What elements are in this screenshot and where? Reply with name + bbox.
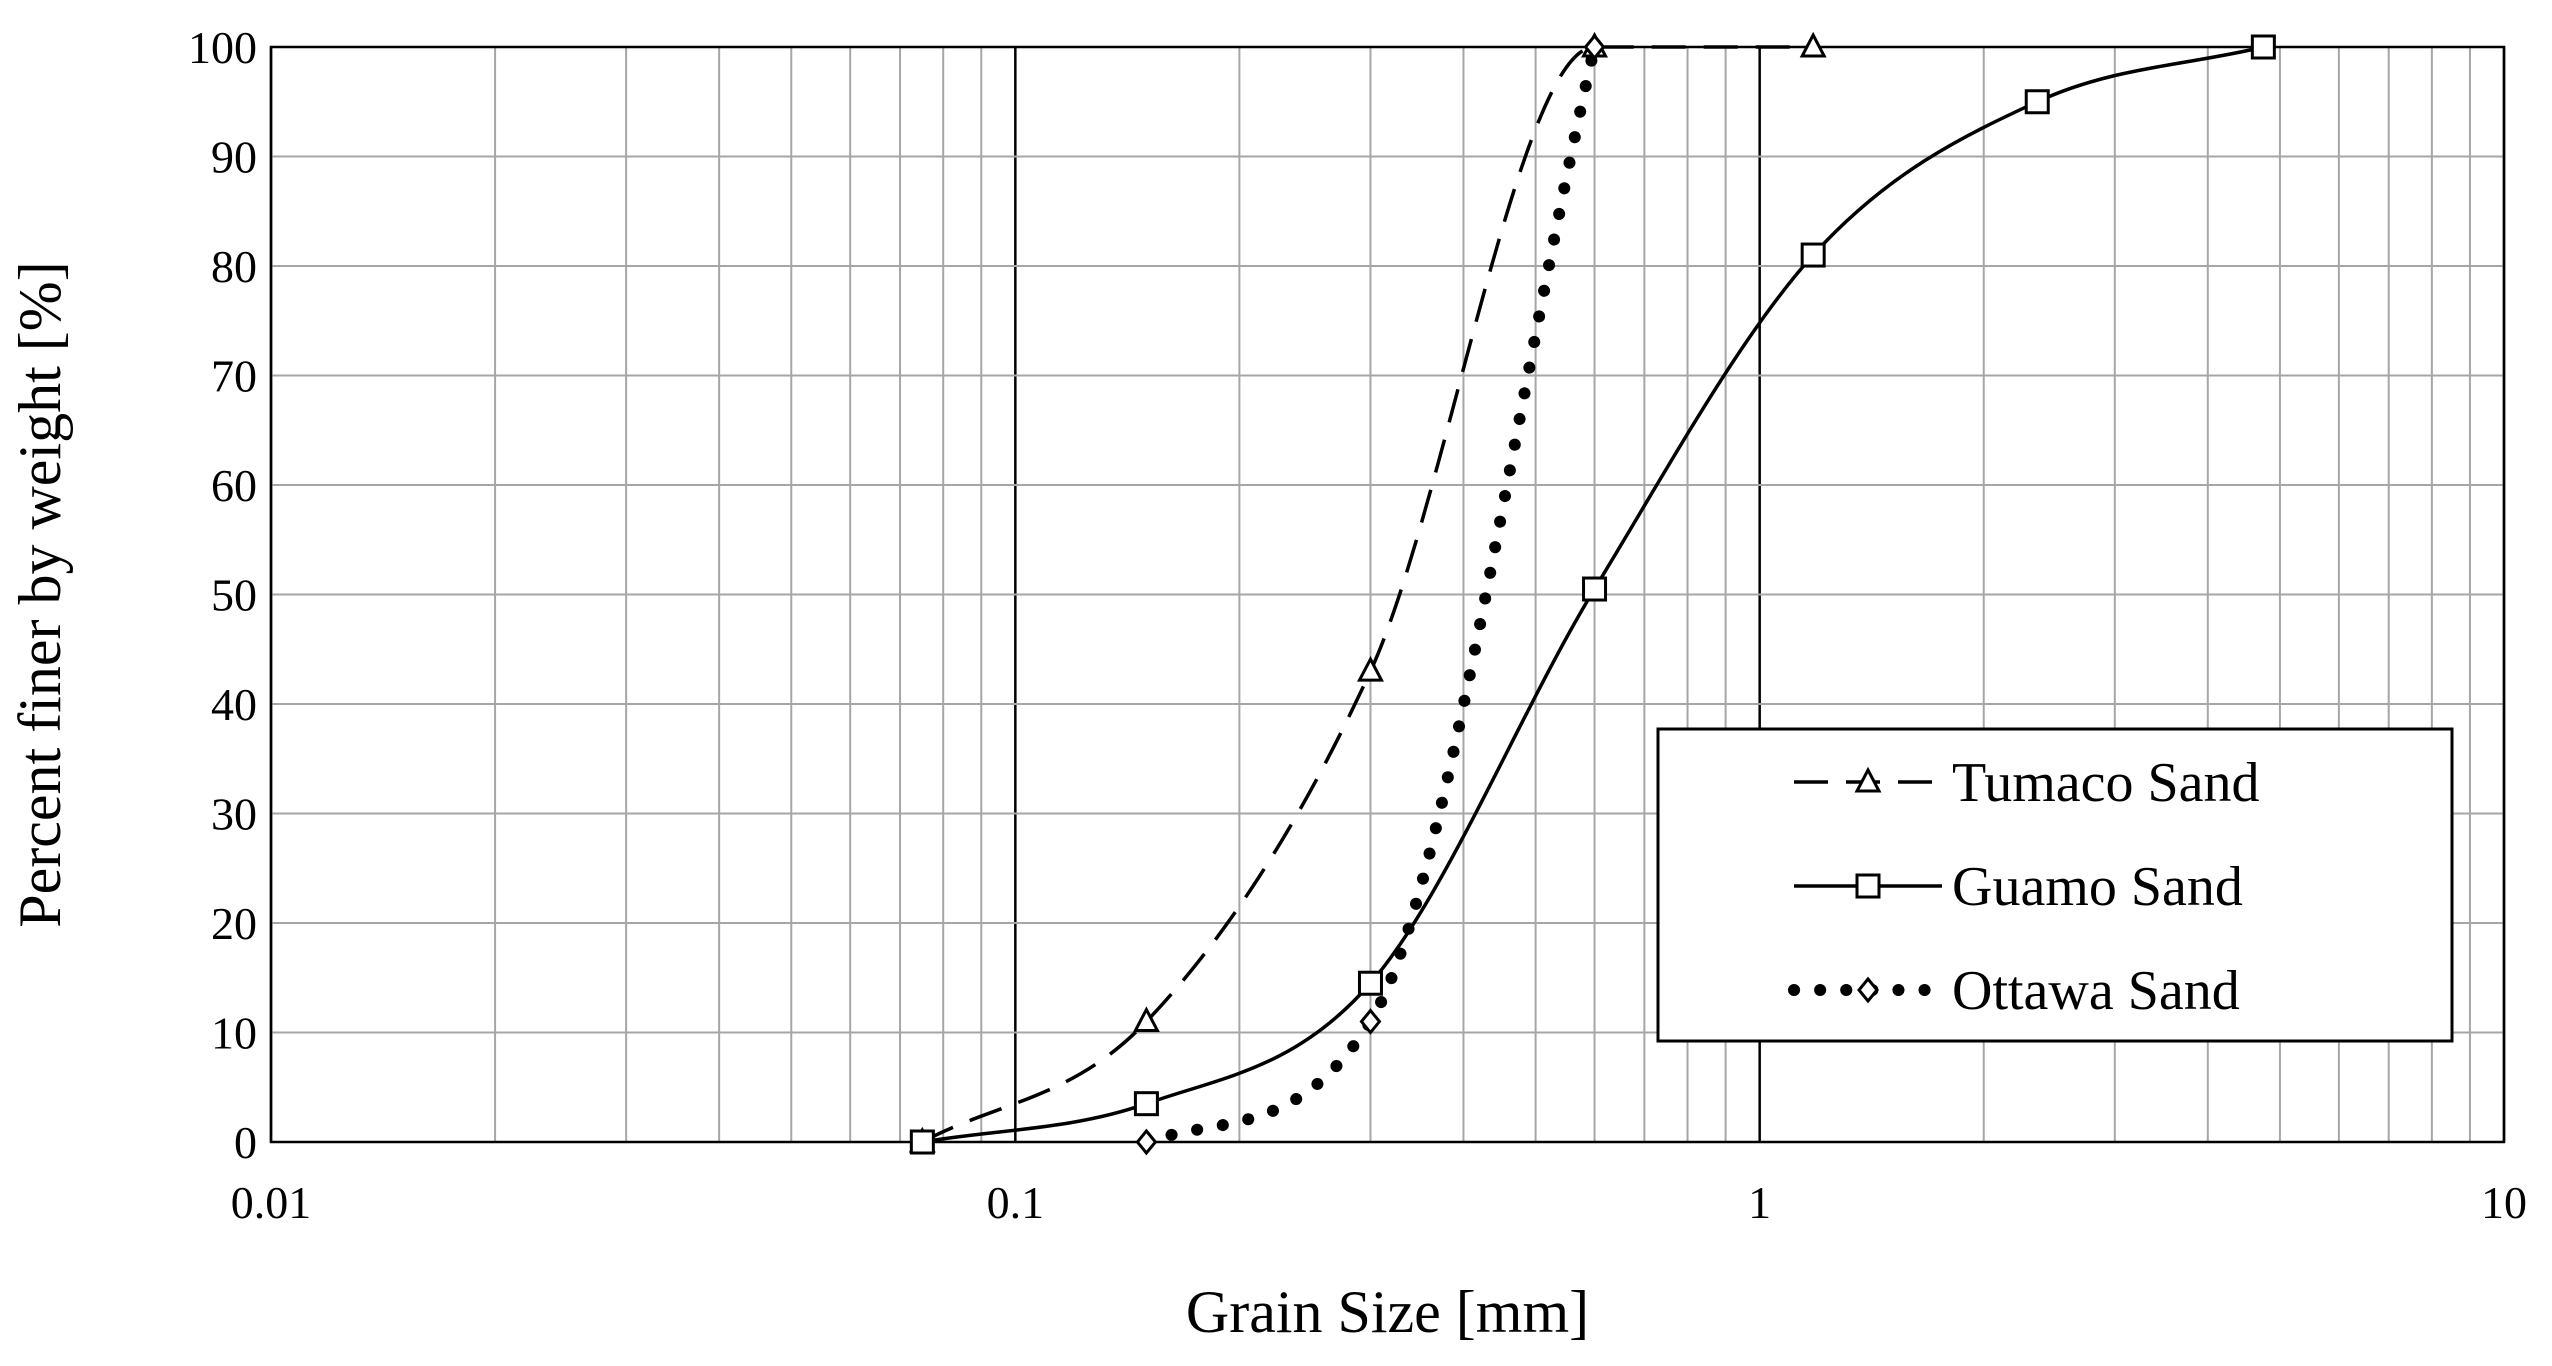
- y-tick-label: 90: [211, 132, 257, 183]
- y-tick-label: 30: [211, 789, 257, 840]
- data-point: [1356, 655, 1384, 682]
- data-point: [1133, 1091, 1159, 1117]
- data-point: [1132, 1006, 1160, 1033]
- y-axis-title: Percent finer by weight [%]: [7, 261, 73, 927]
- plot-frame: [269, 45, 2506, 1144]
- legend: Tumaco Sand Guamo Sand Ottawa Sand: [1656, 727, 2454, 1043]
- data-point: [2024, 89, 2050, 115]
- legend-marker: [1855, 873, 1881, 899]
- series-guamo-sand: [909, 34, 2276, 1155]
- legend-label: Ottawa Sand: [1952, 960, 2240, 1022]
- y-tick-label: 50: [211, 570, 257, 621]
- y-tick-label: 70: [211, 351, 257, 402]
- data-point: [1583, 33, 1606, 61]
- x-tick-label: 0.1: [987, 1177, 1045, 1228]
- x-tick-label: 1: [1748, 1177, 1771, 1228]
- y-tick-label: 100: [188, 22, 257, 73]
- y-tick-label: 20: [211, 898, 257, 949]
- legend-label: Tumaco Sand: [1952, 752, 2260, 814]
- data-point: [1357, 970, 1383, 996]
- x-axis-title: Grain Size [mm]: [1186, 1279, 1589, 1345]
- data-point: [1359, 1008, 1382, 1035]
- x-tick-label: 0.01: [231, 1177, 312, 1228]
- legend-marker: [1857, 976, 1879, 1004]
- data-point: [909, 1129, 935, 1155]
- legend-label: Guamo Sand: [1952, 856, 2243, 918]
- y-tick-label: 0: [234, 1117, 257, 1168]
- legend-item-tumaco-sand: Tumaco Sand: [1794, 752, 2260, 814]
- series-line-tumaco-sand: [921, 45, 1814, 1144]
- y-tick-label: 40: [211, 679, 257, 730]
- legend-marker: [1854, 766, 1882, 793]
- y-tick-label: 60: [211, 460, 257, 511]
- data-point: [1800, 242, 1826, 268]
- data-point: [1582, 576, 1608, 602]
- y-tick-label: 10: [211, 1008, 257, 1059]
- series-ottawa-sand: [1135, 33, 1606, 1156]
- legend-item-guamo-sand: Guamo Sand: [1794, 856, 2243, 918]
- y-tick-label: 80: [211, 241, 257, 292]
- series-line-ottawa-sand: [1140, 41, 1601, 1148]
- series: [908, 31, 2276, 1156]
- data-point: [2250, 34, 2276, 60]
- data-point: [1799, 31, 1827, 58]
- data-point: [1135, 1128, 1158, 1156]
- legend-item-ottawa-sand: Ottawa Sand: [1788, 960, 2240, 1022]
- x-tick-label: 10: [2481, 1177, 2527, 1228]
